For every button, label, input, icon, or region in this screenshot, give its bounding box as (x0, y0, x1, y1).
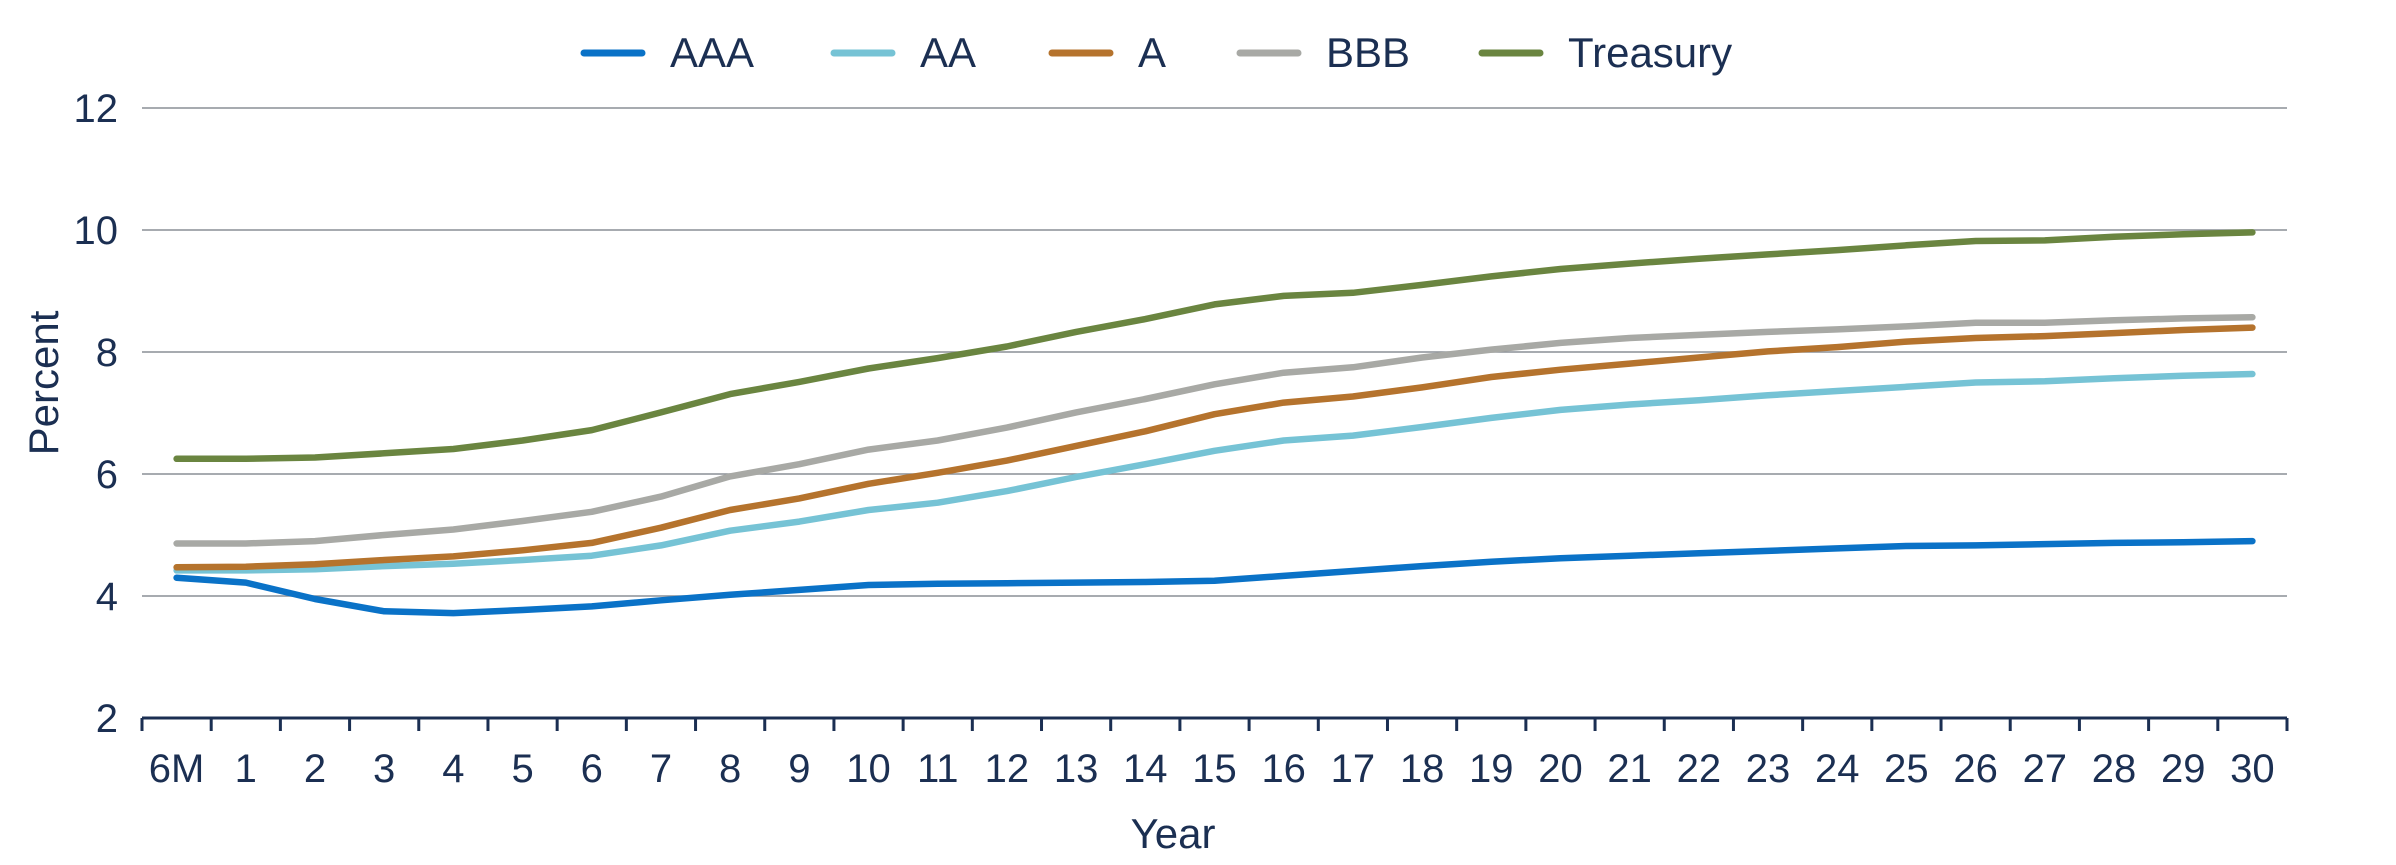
x-tick-label: 8 (719, 747, 741, 791)
x-tick-label: 1 (235, 747, 257, 791)
series-line-a: A (173, 324, 2256, 571)
x-tick-label: 6 (581, 747, 603, 791)
y-tick-label: 10 (74, 209, 119, 253)
legend: AAA AA A BBB Treasury (580, 29, 1732, 76)
x-tick-label: 15 (1192, 747, 1237, 791)
x-tick-label: 28 (2092, 747, 2137, 791)
legend-item-bbb: BBB (1236, 29, 1410, 76)
legend-item-treasury: Treasury (1478, 29, 1732, 76)
x-tick-label: 20 (1538, 747, 1583, 791)
x-tick-label: 18 (1400, 747, 1445, 791)
x-tick-label: 11 (917, 747, 959, 791)
y-tick-label: 8 (96, 331, 118, 375)
x-tick-label: 22 (1677, 747, 1722, 791)
series-line-treasury: Treasury (173, 229, 2256, 463)
y-axis-title: Percent (20, 310, 67, 455)
x-tick-label: 26 (1953, 747, 1998, 791)
x-tick-label: 29 (2161, 747, 2206, 791)
legend-item-aa: AA (830, 29, 976, 76)
x-tick-label: 16 (1261, 747, 1306, 791)
y-tick-label: 4 (96, 575, 118, 619)
legend-label: A (1138, 29, 1166, 76)
y-tick-label: 2 (96, 697, 118, 741)
x-tick-label: 21 (1607, 747, 1652, 791)
x-tick-label: 23 (1746, 747, 1791, 791)
gridlines (142, 107, 2287, 597)
x-tick-label: 6M (149, 747, 205, 791)
series-line-aaa: AAA (173, 537, 2256, 617)
x-tick-label: 12 (985, 747, 1030, 791)
x-tick-label: 7 (650, 747, 672, 791)
x-axis-title: Year (1131, 810, 1216, 857)
x-tick-label: 4 (442, 747, 464, 791)
x-tick-label: 5 (511, 747, 533, 791)
x-tick-label: 30 (2230, 747, 2275, 791)
x-tick-label: 9 (788, 747, 810, 791)
x-tick-label: 24 (1815, 747, 1860, 791)
legend-label: AA (920, 29, 976, 76)
x-tick-label: 19 (1469, 747, 1514, 791)
y-tick-label: 6 (96, 453, 118, 497)
x-tick-label: 25 (1884, 747, 1929, 791)
x-tick-label: 13 (1054, 747, 1099, 791)
legend-label: BBB (1326, 29, 1410, 76)
x-tick-label: 3 (373, 747, 395, 791)
legend-item-a: A (1048, 29, 1166, 76)
series-line-aa: AA (173, 370, 2256, 574)
y-tick-label: 12 (74, 87, 119, 131)
x-tick-label: 14 (1123, 747, 1168, 791)
x-tick-label: 2 (304, 747, 326, 791)
legend-label: AAA (670, 29, 754, 76)
series-line-bbb: BBB (173, 313, 2256, 547)
x-tick-label: 27 (2023, 747, 2068, 791)
legend-label: Treasury (1568, 29, 1732, 76)
x-tick-label: 17 (1331, 747, 1376, 791)
legend-item-aaa: AAA (580, 29, 754, 76)
x-tick-label: 10 (846, 747, 891, 791)
